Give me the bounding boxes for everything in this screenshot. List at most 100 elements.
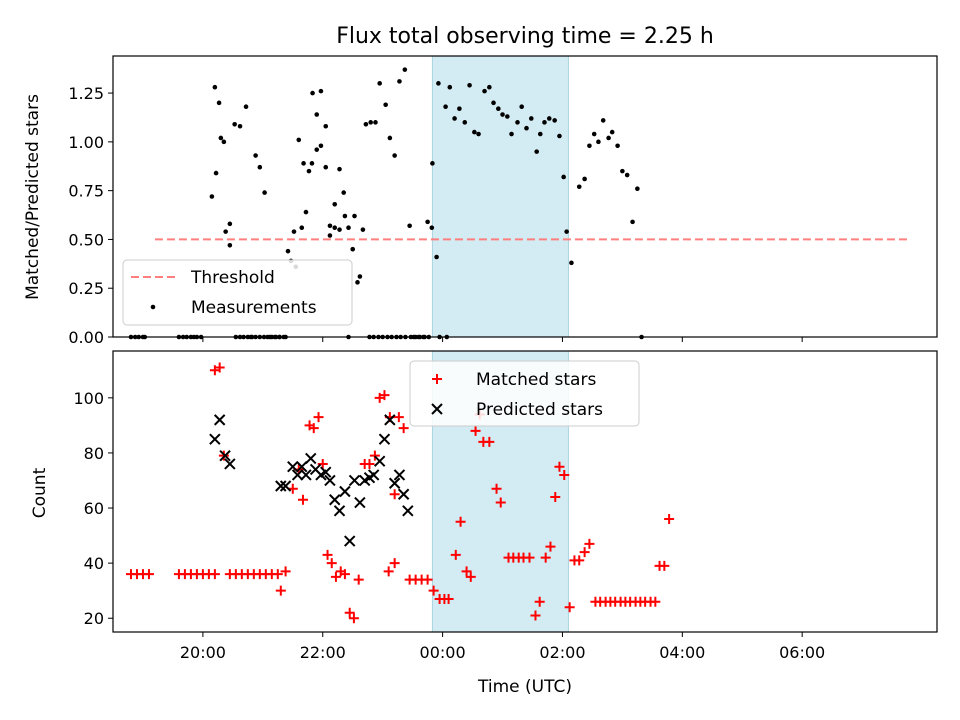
measurement-point (505, 114, 510, 119)
measurement-point (262, 190, 267, 195)
matched-star-point (534, 596, 545, 607)
measurement-point (373, 120, 378, 125)
x-tick-label: 20:00 (180, 643, 226, 662)
measurement-point (301, 161, 306, 166)
measurement-point (542, 120, 547, 125)
matched-star-point (364, 458, 375, 469)
measurement-point (360, 227, 366, 232)
predicted-star-point (393, 469, 406, 481)
predicted-star-point (213, 414, 226, 426)
measurement-point (635, 186, 640, 191)
measurement-point (299, 225, 305, 231)
measurement-point (429, 225, 435, 231)
predicted-star-point (279, 480, 292, 492)
bottom-y-tick-label: 100 (73, 389, 104, 408)
measurement-point (624, 172, 630, 178)
measurement-point (457, 106, 462, 111)
predicted-star-point (287, 460, 299, 473)
legend-predicted-label: Predicted stars (476, 400, 603, 420)
measurement-point (303, 209, 309, 215)
measurement-point (285, 248, 291, 254)
predicted-star-point (388, 477, 401, 489)
measurement-point (212, 84, 218, 90)
matched-star-point (326, 558, 337, 569)
measurement-point (337, 227, 342, 232)
matched-star-point (317, 458, 328, 469)
measurement-point (443, 104, 448, 110)
matched-star-point (650, 596, 661, 607)
measurement-point (452, 116, 457, 121)
predicted-star-point (320, 466, 332, 478)
measurement-point (600, 118, 606, 123)
measurement-point (402, 67, 408, 72)
bottom-legend (409, 360, 640, 427)
measurement-point (327, 233, 333, 238)
matched-star-point (584, 538, 595, 549)
measurement-point (363, 121, 369, 127)
matched-star-point (491, 483, 502, 494)
measurement-point (425, 219, 430, 225)
matched-star-point (272, 569, 283, 580)
measurement-point (491, 100, 496, 106)
bottom-y-tick-label: 20 (84, 609, 104, 628)
predicted-star-point (384, 414, 396, 426)
matched-star-point (330, 571, 341, 582)
legend-predicted-swatch (431, 403, 443, 415)
measurement-point (314, 147, 320, 152)
matched-star-point (470, 425, 481, 436)
measurement-point (462, 120, 468, 125)
measurement-point (337, 166, 342, 172)
measurement-point (314, 112, 320, 117)
bottom-y-tick-label: 60 (84, 499, 104, 518)
measurement-point (606, 135, 611, 141)
measurement-point (342, 213, 348, 219)
measurement-point (327, 223, 333, 229)
predicted-star-point (209, 433, 221, 445)
measurement-point (387, 135, 393, 141)
measurement-point (257, 164, 263, 170)
measurement-point (630, 219, 635, 225)
matched-star-point (348, 613, 359, 624)
measurement-point (310, 90, 315, 96)
measurement-point (472, 129, 477, 135)
measurement-point (482, 88, 487, 94)
matched-star-point (428, 585, 439, 596)
matched-star-point (344, 607, 355, 618)
x-tick-label: 00:00 (420, 643, 466, 662)
matched-star-point (574, 555, 585, 566)
measurement-point (397, 79, 402, 84)
measurement-point (392, 153, 397, 158)
predicted-star-point (402, 505, 414, 517)
matched-star-point (383, 566, 394, 577)
matched-star-point (280, 566, 291, 577)
measurement-point (227, 242, 233, 248)
matched-star-point (530, 610, 541, 621)
matched-star-point (579, 547, 590, 558)
measurement-point (332, 202, 338, 207)
measurement-point (296, 137, 302, 143)
measurement-point (587, 143, 592, 149)
measurement-point (318, 88, 324, 94)
matched-star-point (545, 541, 556, 552)
matched-star-point (540, 552, 551, 563)
matched-star-point (297, 494, 308, 505)
matched-star-point (465, 571, 476, 582)
measurement-point (368, 120, 373, 125)
matched-star-point (450, 549, 461, 560)
measurement-point (467, 82, 472, 88)
top-y-axis-label: Matched/Predicted stars (23, 94, 43, 300)
measurement-point (546, 116, 552, 121)
measurement-point (223, 229, 228, 234)
measurement-point (209, 194, 215, 199)
matched-star-point (422, 574, 433, 585)
measurement-point (352, 213, 357, 219)
matched-star-point (322, 549, 333, 560)
measurement-point (253, 153, 258, 158)
top-y-tick-label: 0.50 (68, 230, 104, 249)
matched-star-point (398, 423, 409, 434)
measurement-point (323, 164, 329, 170)
measurement-point (350, 246, 356, 252)
top-y-tick-label: 0.75 (68, 182, 104, 201)
matched-star-point (559, 469, 570, 480)
